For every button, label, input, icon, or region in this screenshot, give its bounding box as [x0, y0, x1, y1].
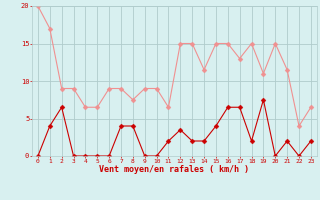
X-axis label: Vent moyen/en rafales ( km/h ): Vent moyen/en rafales ( km/h )	[100, 165, 249, 174]
